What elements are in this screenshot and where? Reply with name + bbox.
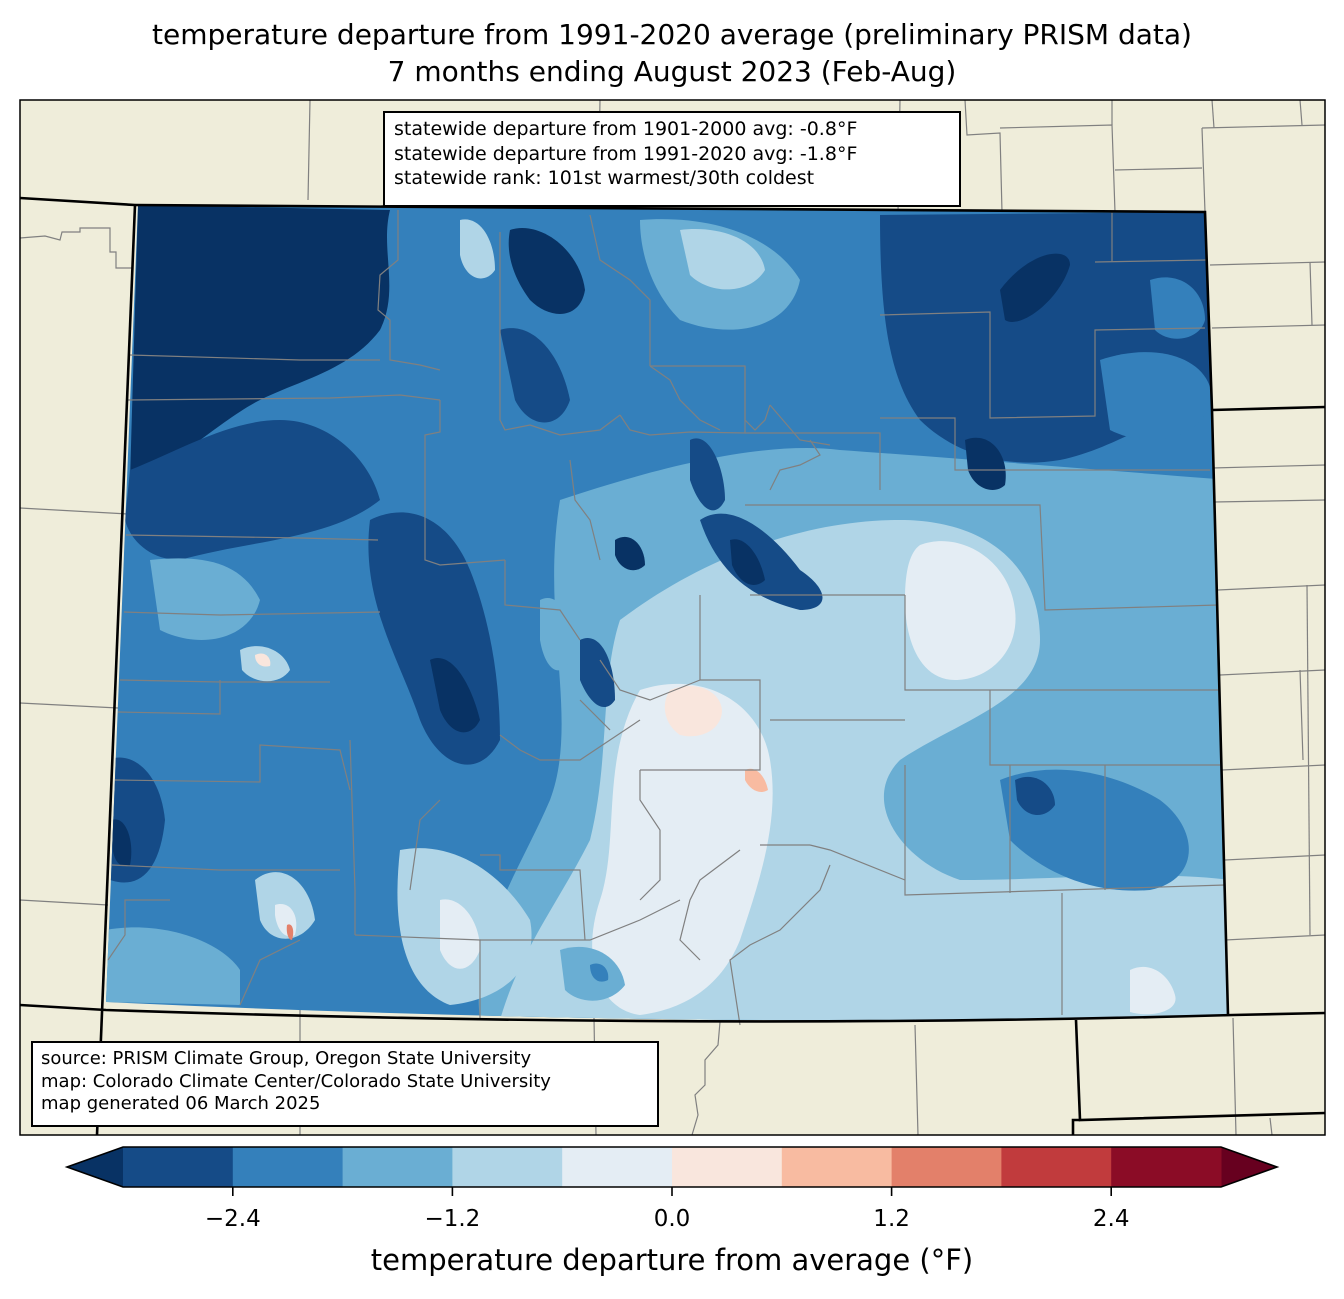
statewide-stats-box: statewide departure from 1901-2000 avg: …: [383, 111, 961, 207]
contour-level-neg3.0: [508, 228, 585, 314]
contour-level-neg1.8: [280, 959, 311, 1002]
contour-level-neg2.4: [700, 513, 823, 610]
stats-line-2: statewide departure from 1991-2020 avg: …: [394, 142, 858, 165]
credits-line-3: map generated 06 March 2025: [41, 1093, 321, 1114]
contour-level-neg1.8: [1100, 352, 1212, 440]
stats-line-1: statewide departure from 1901-2000 avg: …: [394, 118, 858, 140]
colorbar-segment: [452, 1147, 563, 1187]
contour-level-neg1.8: [1150, 277, 1205, 339]
contour-level-neg1.2: [106, 927, 240, 1005]
contour-level-neg2.4: [500, 328, 570, 423]
map-frame: [19, 99, 1326, 1136]
contour-level-0.0: [905, 541, 1016, 680]
contour-level-neg2.4: [580, 638, 615, 708]
stats-line-3: statewide rank: 101st warmest/30th colde…: [394, 167, 815, 189]
contour-level-neg3.0: [965, 437, 1006, 490]
contour-level-neg2.4: [1015, 776, 1055, 816]
colorbar-tick-label: −1.2: [424, 1206, 481, 1232]
contour-level-neg0.6: [680, 229, 765, 290]
contour-level-0.6: [664, 686, 722, 737]
contour-level-neg3.0: [430, 658, 480, 733]
contour-level-neg3.0: [112, 819, 132, 867]
colorbar-tick-label: −2.4: [204, 1206, 261, 1232]
colorbar-tick-label: 0.0: [653, 1206, 691, 1232]
contour-level-neg3.0: [730, 539, 765, 585]
contour-level-0.6: [255, 653, 271, 667]
title-line-1: temperature departure from 1991-2020 ave…: [152, 18, 1192, 51]
colorbar-segment: [1111, 1147, 1222, 1187]
contour-level-neg1.2: [150, 558, 260, 640]
colorbar-segment: [781, 1147, 893, 1187]
colorbar-segment: [672, 1147, 783, 1187]
county-lines: [107, 210, 1226, 1026]
contour-level-neg1.8: [590, 963, 609, 982]
colorbar-segment: [232, 1147, 344, 1187]
contour-level-1.2: [286, 924, 294, 940]
colorbar-segment: [342, 1147, 453, 1187]
title-line-2: 7 months ending August 2023 (Feb-Aug): [387, 55, 957, 88]
temperature-field: [106, 205, 1228, 1021]
contour-level-neg1.2: [540, 598, 571, 671]
state-borders: [20, 196, 1325, 1135]
contour-level-1.2: [745, 768, 768, 792]
colorbar-segment: [123, 1147, 234, 1187]
contour-level-0.0: [1130, 966, 1176, 1015]
contour-level-neg0.6: [460, 219, 495, 279]
contour-level-0.0: [592, 683, 773, 1015]
colorbar-extend-min: [67, 1147, 123, 1187]
colorbar-segment: [562, 1147, 673, 1187]
colorbar-outline: [64, 1146, 1280, 1188]
colorbar-label: temperature departure from average (°F): [370, 1243, 974, 1277]
credits-line-1: source: PRISM Climate Group, Oregon Stat…: [41, 1048, 532, 1069]
contour-level-neg2.4: [125, 420, 380, 560]
credits-line-2: map: Colorado Climate Center/Colorado St…: [41, 1070, 551, 1092]
contour-level-neg3.0: [1000, 253, 1070, 322]
contour-level-neg3.0: [615, 536, 645, 571]
credits-box: source: PRISM Climate Group, Oregon Stat…: [31, 1041, 659, 1127]
colorbar: [64, 1146, 1280, 1196]
contour-level-0.0: [440, 899, 480, 969]
colorbar-tick-label: 1.2: [873, 1206, 910, 1232]
contour-level-neg2.4: [690, 438, 725, 511]
colorbar-extend-max: [1221, 1147, 1277, 1187]
contour-level-neg3.0: [130, 205, 390, 480]
colorbar-segment: [891, 1147, 1002, 1187]
colorado-border: [134, 203, 1230, 1016]
colorbar-segment: [1001, 1147, 1112, 1187]
colorbar-tick-label: 2.4: [1092, 1206, 1130, 1232]
